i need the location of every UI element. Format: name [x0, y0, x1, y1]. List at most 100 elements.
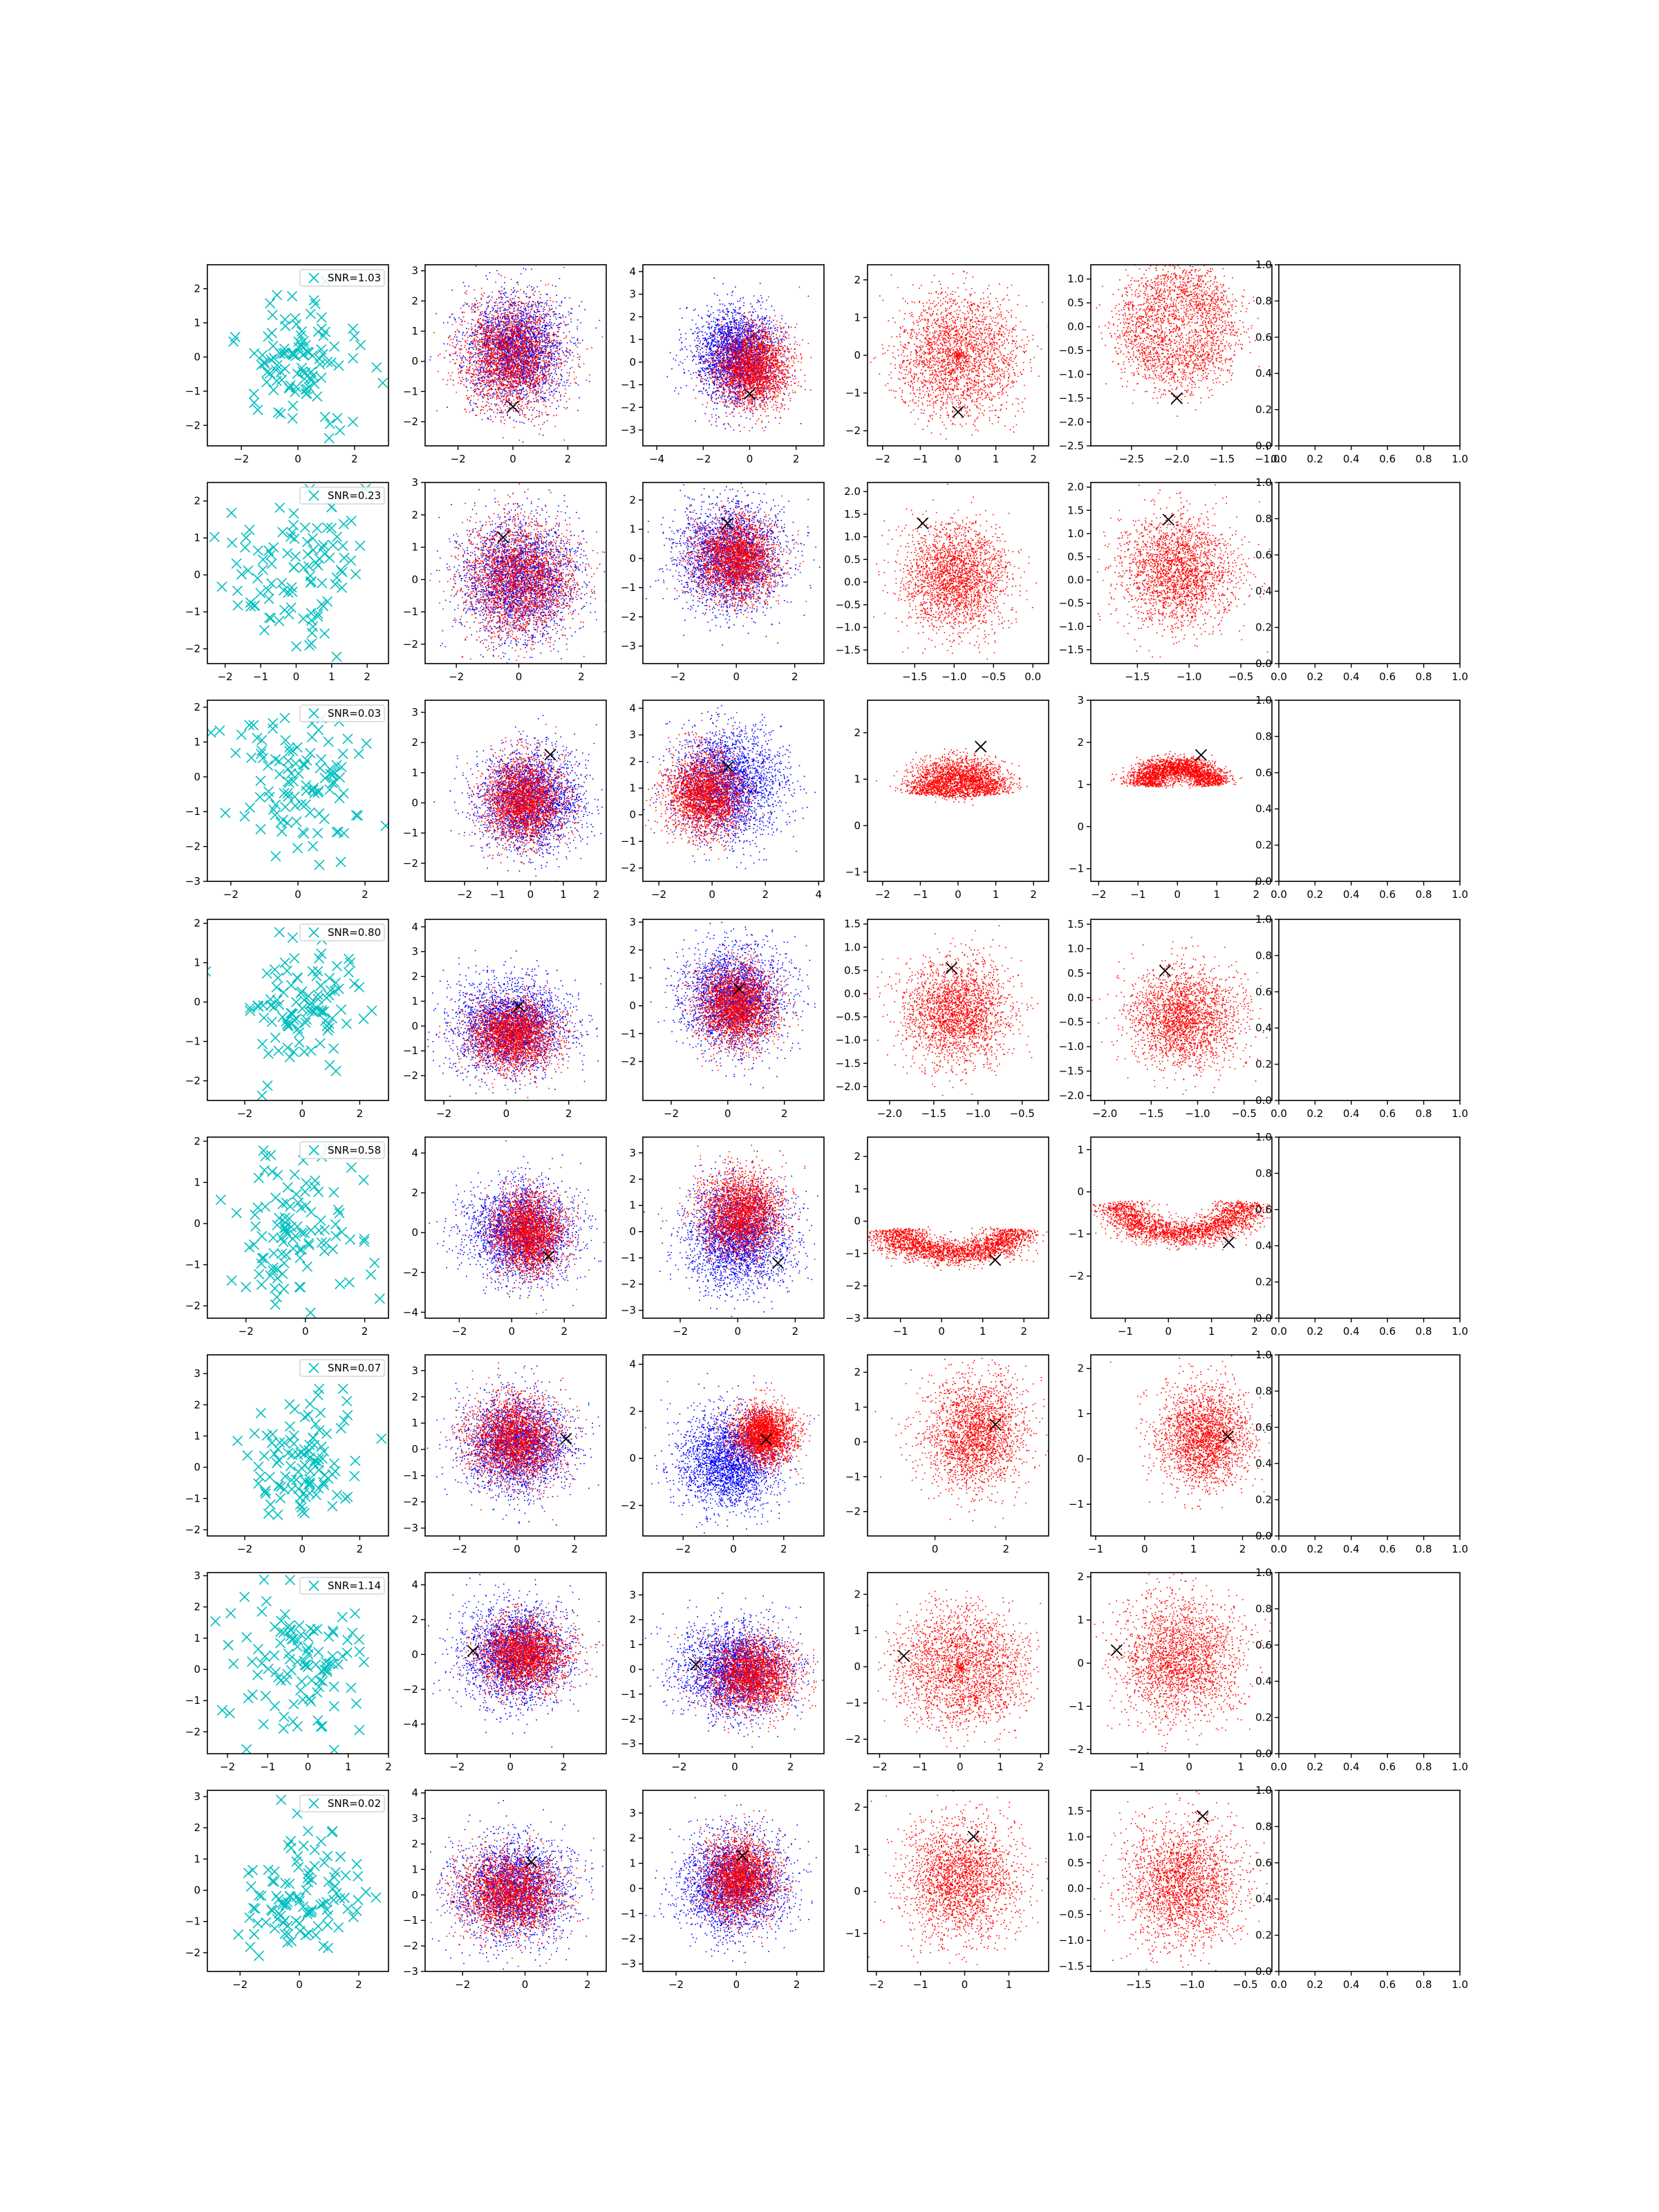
x-tick-label: −2	[1091, 888, 1106, 901]
axes-frame	[1279, 700, 1460, 881]
y-tick-label: 1.5	[1067, 504, 1084, 516]
center-marker	[545, 749, 556, 760]
y-tick-label: 3	[194, 1367, 200, 1380]
data-point	[319, 331, 328, 341]
x-tick-label: 2	[794, 1978, 800, 1991]
x-tick-label: −1	[893, 1325, 908, 1338]
y-tick-label: −1	[403, 1914, 418, 1927]
y-tick-label: −2	[621, 1713, 636, 1725]
y-tick-label: −1	[621, 581, 636, 594]
x-tick-label: 1.0	[1452, 1325, 1468, 1338]
data-point	[292, 843, 302, 853]
x-tick-label: 2	[762, 888, 769, 901]
x-tick-label: 0	[1174, 888, 1181, 901]
x-tick-label: −1	[1118, 1325, 1133, 1338]
y-tick-label: −1	[185, 1492, 200, 1505]
x-tick-label: 2	[385, 1761, 392, 1773]
data-point	[303, 347, 312, 357]
y-tick-label: −2	[621, 610, 636, 623]
x-tick-label: 1	[1208, 1325, 1215, 1338]
y-tick-label: 0	[194, 1884, 200, 1897]
scatter-points	[865, 460, 1037, 727]
data-point	[277, 578, 287, 588]
y-tick-label: −2	[403, 857, 418, 870]
data-point	[253, 1918, 263, 1928]
y-tick-label: 1.0	[1255, 913, 1272, 926]
x-tick-label: 1	[328, 671, 335, 683]
y-tick-label: −2	[621, 1499, 636, 1512]
data-point	[232, 559, 241, 568]
data-point	[259, 1575, 269, 1584]
blue-series	[644, 1150, 830, 1349]
x-tick-label: 0	[527, 888, 534, 901]
data-point	[250, 348, 259, 358]
data-point	[264, 546, 274, 556]
data-point	[279, 1258, 289, 1268]
x-tick-label: 0.6	[1379, 1978, 1396, 1991]
x-tick-label: 2	[1030, 888, 1037, 901]
axes-frame	[1091, 1573, 1272, 1754]
data-point	[313, 1922, 323, 1931]
axes-frame	[1279, 1790, 1460, 1971]
y-tick-label: 1.5	[844, 918, 861, 930]
y-tick-label: 0.8	[1255, 730, 1272, 742]
y-tick-label: 1	[854, 311, 861, 324]
data-point	[265, 299, 275, 308]
data-point	[276, 1676, 285, 1685]
x-tick-label: 0.4	[1343, 888, 1360, 901]
legend: SNR=0.02	[300, 1795, 384, 1812]
data-point	[253, 1644, 263, 1654]
data-point	[335, 1280, 345, 1289]
red-series	[460, 1167, 589, 1313]
data-point	[265, 1472, 274, 1482]
red-series	[875, 1335, 1082, 1528]
scatter-points	[1110, 1351, 1278, 1510]
y-tick-label: 0.0	[1255, 440, 1272, 452]
data-point	[289, 1431, 299, 1441]
y-tick-label: 2	[411, 1391, 418, 1403]
red-series	[1089, 244, 1259, 417]
y-tick-label: 0.8	[1255, 512, 1272, 525]
red-series	[421, 1362, 588, 1521]
data-point	[308, 628, 317, 638]
data-point	[375, 1294, 384, 1304]
x-tick-label: −2	[695, 453, 711, 465]
y-tick-label: −2	[1069, 1743, 1084, 1756]
y-tick-label: −2	[185, 1075, 200, 1087]
data-point	[301, 1886, 311, 1895]
data-point	[250, 1429, 259, 1438]
x-tick-label: 0	[724, 1107, 731, 1120]
data-point	[283, 1921, 292, 1931]
y-tick-label: 0.0	[1255, 1094, 1272, 1107]
y-tick-label: 3	[411, 1365, 418, 1377]
data-point	[283, 777, 293, 787]
scatter-points	[667, 277, 832, 449]
data-point	[288, 292, 297, 301]
data-point	[293, 1024, 303, 1033]
scatter-points	[646, 1789, 826, 1988]
data-point	[295, 1245, 305, 1255]
data-point	[261, 906, 271, 916]
scatter-points	[428, 1574, 608, 1747]
data-point	[348, 353, 358, 363]
x-tick-label: 0.2	[1306, 888, 1323, 901]
x-tick-label: 0	[955, 888, 962, 901]
y-tick-label: 0.0	[1067, 574, 1084, 586]
data-point	[362, 739, 371, 749]
data-point	[247, 1657, 257, 1667]
red-series	[1073, 1783, 1268, 1980]
y-tick-label: −2	[403, 1266, 418, 1279]
y-tick-label: 0.8	[1255, 1385, 1272, 1397]
y-tick-label: −2	[185, 1524, 200, 1536]
red-series	[451, 1603, 608, 1712]
data-point	[337, 1227, 346, 1237]
data-point	[350, 1609, 360, 1618]
data-point	[314, 1226, 324, 1235]
y-tick-label: 1	[194, 532, 200, 544]
